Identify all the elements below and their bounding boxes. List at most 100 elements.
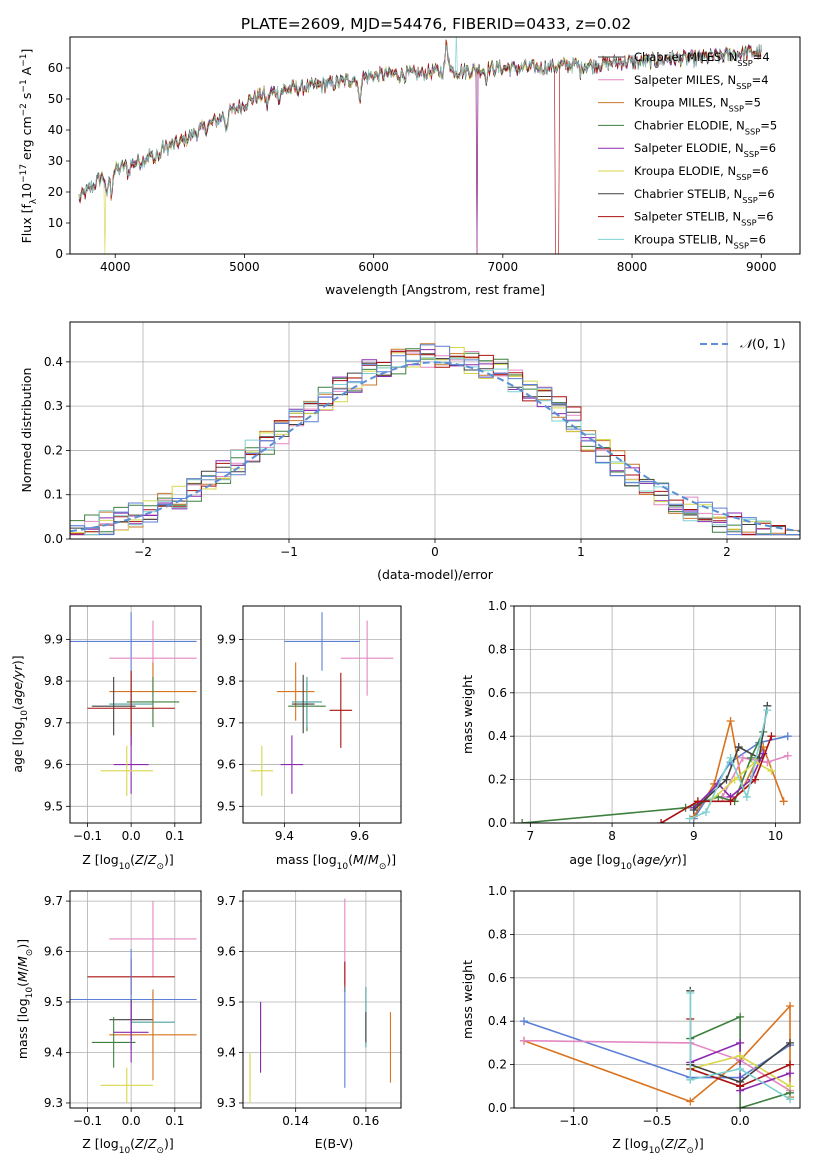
weight-series-marker	[726, 717, 735, 726]
weight-series-marker	[736, 1038, 745, 1047]
x-tick-label: 0.1	[165, 829, 184, 843]
y-tick-label: 9.6	[44, 945, 63, 959]
y-tick-label: 0.0	[44, 532, 63, 546]
figure-title: PLATE=2609, MJD=54476, FIBERID=0433, z=0…	[241, 15, 631, 33]
x-tick-label: −0.1	[73, 1114, 102, 1128]
y-tick-label: 20	[48, 185, 63, 199]
axes-frame	[513, 605, 801, 824]
weight-series-marker	[783, 751, 792, 760]
y-axis-label: Normed distribution	[19, 368, 34, 493]
legend-label: Kroupa MILES, NSSP=5	[634, 96, 761, 114]
weight-series-marker	[519, 1036, 528, 1045]
y-tick-label: 0.4	[44, 355, 63, 369]
x-tick-label: 2	[723, 545, 731, 559]
y-tick-label: 9.4	[44, 1045, 63, 1059]
x-tick-label: −0.1	[73, 829, 102, 843]
y-tick-label: 9.9	[44, 632, 63, 646]
errorbar-point	[291, 676, 322, 728]
errorbar-point	[276, 662, 315, 721]
x-tick-label: −2	[134, 545, 152, 559]
errorbar-point	[109, 901, 197, 977]
plot-area	[250, 612, 394, 796]
errorbar-point	[100, 745, 153, 796]
weight-series-marker	[786, 1002, 795, 1011]
y-tick-label: 30	[48, 154, 63, 168]
axes-frame	[242, 605, 402, 824]
y-tick-label: 9.6	[217, 758, 236, 772]
weight-series-marker	[734, 743, 743, 752]
y-tick-label: 10	[48, 216, 63, 230]
errorbar-point	[280, 735, 304, 794]
weight-series-marker	[786, 1082, 795, 1091]
y-tick-label: 0.6	[488, 686, 507, 700]
x-tick-label: 1	[577, 545, 585, 559]
y-tick-label: 9.9	[217, 632, 236, 646]
x-tick-label: −0.5	[642, 1114, 671, 1128]
errorbar-point	[126, 676, 180, 728]
weight-series-line	[689, 993, 791, 1100]
plot-area	[70, 612, 197, 796]
y-tick-label: 9.7	[217, 894, 236, 908]
weight-series-marker	[786, 1038, 795, 1047]
x-axis-label: Z [log10(Z/Z⊙)]	[82, 1136, 174, 1156]
errorbar-point	[70, 612, 197, 671]
y-tick-label: 9.7	[44, 716, 63, 730]
weight-series	[685, 706, 772, 823]
y-tick-label: 0.6	[488, 971, 507, 985]
weight-series-marker	[518, 819, 527, 823]
errorbar-point	[113, 1002, 149, 1063]
y-tick-label: 9.5	[217, 995, 236, 1009]
weight-series-marker	[686, 988, 695, 997]
legend: Chabrier MILES, NSSP=4 Salpeter MILES, NS…	[598, 50, 777, 250]
weight-series-marker	[686, 1075, 695, 1084]
axes-frame	[69, 890, 202, 1109]
weight-series-marker	[730, 775, 739, 784]
y-tick-label: 9.5	[217, 799, 236, 813]
y-tick-label: 1.0	[488, 599, 507, 613]
axes-frame	[69, 36, 801, 255]
errorbar-point	[100, 1067, 153, 1103]
errorbar-point	[329, 672, 353, 748]
legend-label: Chabrier MILES, NSSP=4	[634, 50, 770, 68]
weight-series-marker	[779, 797, 788, 806]
x-tick-label: 0.0	[122, 829, 141, 843]
x-tick-label: 0.0	[122, 1114, 141, 1128]
weight-series-marker	[736, 1104, 745, 1108]
x-axis-label: Z [log10(Z/Z⊙)]	[82, 852, 174, 872]
x-tick-label: 9	[690, 829, 698, 843]
weight-series-marker	[689, 805, 698, 814]
weight-series	[518, 727, 768, 823]
y-tick-label: 0.4	[488, 729, 507, 743]
y-tick-label: 50	[48, 92, 63, 106]
x-tick-label: 9.4	[275, 829, 294, 843]
legend-label: Salpeter ELODIE, NSSP=6	[634, 141, 776, 159]
x-tick-label: 9000	[746, 260, 777, 274]
y-tick-label: 0	[55, 247, 63, 261]
x-axis-label: Z [log10(Z/Z⊙)]	[612, 1136, 704, 1156]
weight-series-marker	[738, 753, 747, 762]
x-tick-label: 4000	[100, 260, 131, 274]
y-tick-label: 9.7	[44, 894, 63, 908]
y-tick-label: 0.0	[488, 816, 507, 830]
errorbar-point	[91, 1017, 136, 1068]
legend-label: 𝒩(0, 1)	[740, 336, 786, 351]
weight-series-marker	[736, 1012, 745, 1021]
weight-series-marker	[763, 758, 772, 767]
errorbar-point	[109, 989, 197, 1081]
x-axis-label: mass [log10(M/M⊙)]	[276, 852, 396, 872]
y-tick-label: 0.0	[488, 1101, 507, 1115]
weight-series	[689, 717, 788, 821]
y-tick-label: 60	[48, 61, 63, 75]
weight-series-marker	[736, 1082, 745, 1091]
weight-series-marker	[686, 1097, 695, 1106]
axes-mass_vs_Z: −0.1 0.0 0.1 9.3 9.4 9.5 9.6 9.7 Z [log10(Z/Z⊙)]…	[15, 890, 202, 1156]
x-tick-label: −1	[280, 545, 298, 559]
weight-series-line	[709, 761, 772, 802]
y-tick-label: 40	[48, 123, 63, 137]
y-tick-label: 9.4	[217, 1045, 236, 1059]
y-tick-label: 9.3	[44, 1096, 63, 1110]
x-tick-label: 9.6	[350, 829, 369, 843]
x-tick-label: 0.1	[165, 1114, 184, 1128]
y-tick-label: 9.5	[44, 995, 63, 1009]
y-tick-label: 0.2	[488, 773, 507, 787]
